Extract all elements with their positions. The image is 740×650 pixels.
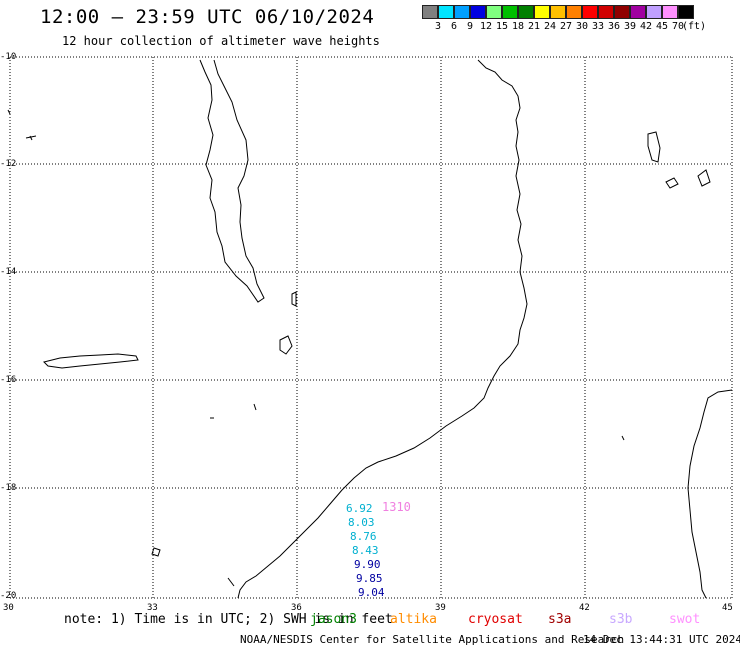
satellite-legend-s3b: s3b bbox=[609, 612, 633, 627]
colorbar-swatch bbox=[534, 5, 550, 19]
lat-label: -20 bbox=[0, 591, 17, 601]
wave-height-observation: 9.85 bbox=[356, 572, 383, 585]
colorbar-swatch bbox=[678, 5, 694, 19]
colorbar bbox=[422, 5, 694, 19]
colorbar-swatch bbox=[630, 5, 646, 19]
colorbar-swatch bbox=[550, 5, 566, 19]
colorbar-label: 21 bbox=[527, 21, 541, 32]
colorbar-label: 30 bbox=[575, 21, 589, 32]
timestamp: 14 Dec 13:44:31 UTC 2024 bbox=[583, 633, 740, 646]
map-canvas bbox=[7, 56, 733, 599]
lon-label: 36 bbox=[291, 603, 302, 613]
page-subtitle: 12 hour collection of altimeter wave hei… bbox=[62, 34, 380, 48]
wave-height-observation: 8.43 bbox=[352, 544, 379, 557]
colorbar-swatch bbox=[614, 5, 630, 19]
lat-label: -10 bbox=[0, 52, 17, 62]
colorbar-swatch bbox=[646, 5, 662, 19]
small-lake-1 bbox=[291, 291, 297, 307]
colorbar-label: 15 bbox=[495, 21, 509, 32]
colorbar-label: 45 bbox=[655, 21, 669, 32]
small-lake-4 bbox=[151, 547, 161, 557]
satellite-legend-s3a: s3a bbox=[548, 612, 572, 627]
lake-chilwa bbox=[279, 335, 293, 355]
wave-height-observation: 6.92 bbox=[346, 502, 373, 515]
footer-note: note: 1) Time is in UTC; 2) SWH is in fe… bbox=[64, 612, 393, 627]
small-lake-5 bbox=[227, 577, 235, 587]
colorbar-swatch bbox=[438, 5, 454, 19]
page-title: 12:00 – 23:59 UTC 06/10/2024 bbox=[40, 6, 375, 28]
comoros-island-1 bbox=[647, 131, 661, 163]
colorbar-swatch bbox=[502, 5, 518, 19]
small-lake-8 bbox=[7, 109, 11, 115]
wave-height-observation: 1310 bbox=[382, 500, 411, 514]
comoros-island-2 bbox=[697, 169, 711, 187]
colorbar-label: 6 bbox=[450, 21, 458, 32]
map-frame bbox=[9, 56, 733, 599]
colorbar-swatch bbox=[486, 5, 502, 19]
lat-label: -16 bbox=[0, 375, 17, 385]
satellite-legend-altika: altika bbox=[390, 612, 437, 627]
lat-label: -18 bbox=[0, 483, 17, 493]
satellite-legend-jason3: jason3 bbox=[310, 612, 357, 627]
colorbar-label: 39 bbox=[623, 21, 637, 32]
colorbar-label: 24 bbox=[543, 21, 557, 32]
lon-label: 42 bbox=[579, 603, 590, 613]
colorbar-swatch bbox=[662, 5, 678, 19]
colorbar-label: 70 bbox=[671, 21, 685, 32]
colorbar-label: 36 bbox=[607, 21, 621, 32]
mozambique-coastline bbox=[237, 59, 528, 599]
colorbar-swatch bbox=[518, 5, 534, 19]
wave-height-observation: 8.76 bbox=[350, 530, 377, 543]
satellite-legend-cryosat: cryosat bbox=[468, 612, 523, 627]
coastlines bbox=[7, 59, 733, 599]
colorbar-label: 33 bbox=[591, 21, 605, 32]
wave-height-observation: 9.90 bbox=[354, 558, 381, 571]
lon-label: 39 bbox=[435, 603, 446, 613]
small-lake-2 bbox=[25, 135, 37, 141]
colorbar-label: 12 bbox=[479, 21, 493, 32]
lon-label: 33 bbox=[147, 603, 158, 613]
colorbar-label: 27 bbox=[559, 21, 573, 32]
colorbar-label: 18 bbox=[511, 21, 525, 32]
colorbar-swatch bbox=[422, 5, 438, 19]
credit-line: NOAA/NESDIS Center for Satellite Applica… bbox=[240, 633, 625, 646]
lat-label: -14 bbox=[0, 267, 17, 277]
colorbar-swatch bbox=[470, 5, 486, 19]
colorbar-label: 9 bbox=[466, 21, 474, 32]
small-lake-6 bbox=[621, 435, 625, 441]
colorbar-swatch bbox=[598, 5, 614, 19]
wave-height-observation: 8.03 bbox=[348, 516, 375, 529]
lake-malawi-coastline bbox=[199, 59, 265, 303]
satellite-legend-swot: swot bbox=[669, 612, 701, 627]
madagascar-coastline bbox=[687, 389, 733, 599]
wave-height-observation: 9.04 bbox=[358, 586, 385, 599]
colorbar-swatch bbox=[454, 5, 470, 19]
lake-kariba-coastline bbox=[43, 353, 139, 369]
lon-label: 30 bbox=[3, 603, 14, 613]
colorbar-label: 3 bbox=[434, 21, 442, 32]
lat-label: -12 bbox=[0, 159, 17, 169]
colorbar-label: 42 bbox=[639, 21, 653, 32]
comoros-island-3 bbox=[665, 177, 679, 189]
colorbar-label: (ft) bbox=[681, 21, 707, 32]
small-lake-3 bbox=[253, 403, 257, 411]
colorbar-swatch bbox=[582, 5, 598, 19]
lon-label: 45 bbox=[722, 603, 733, 613]
colorbar-swatch bbox=[566, 5, 582, 19]
